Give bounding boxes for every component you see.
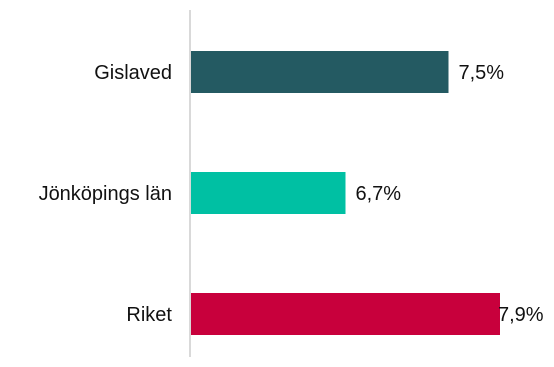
bars-group (191, 51, 500, 335)
category-label-2: Riket (126, 304, 172, 326)
bar-0 (191, 51, 449, 93)
value-label-1: 6,7% (356, 183, 402, 205)
value-label-2: 7,9% (498, 304, 544, 326)
bar-1 (191, 172, 346, 214)
category-labels-group: Gislaved Jönköpings län Riket (39, 62, 173, 326)
bar-2 (191, 293, 500, 335)
value-labels-group: 7,5% 6,7% 7,9% (356, 62, 544, 326)
category-label-1: Jönköpings län (39, 183, 172, 205)
value-label-0: 7,5% (459, 62, 505, 84)
category-label-0: Gislaved (94, 62, 172, 84)
